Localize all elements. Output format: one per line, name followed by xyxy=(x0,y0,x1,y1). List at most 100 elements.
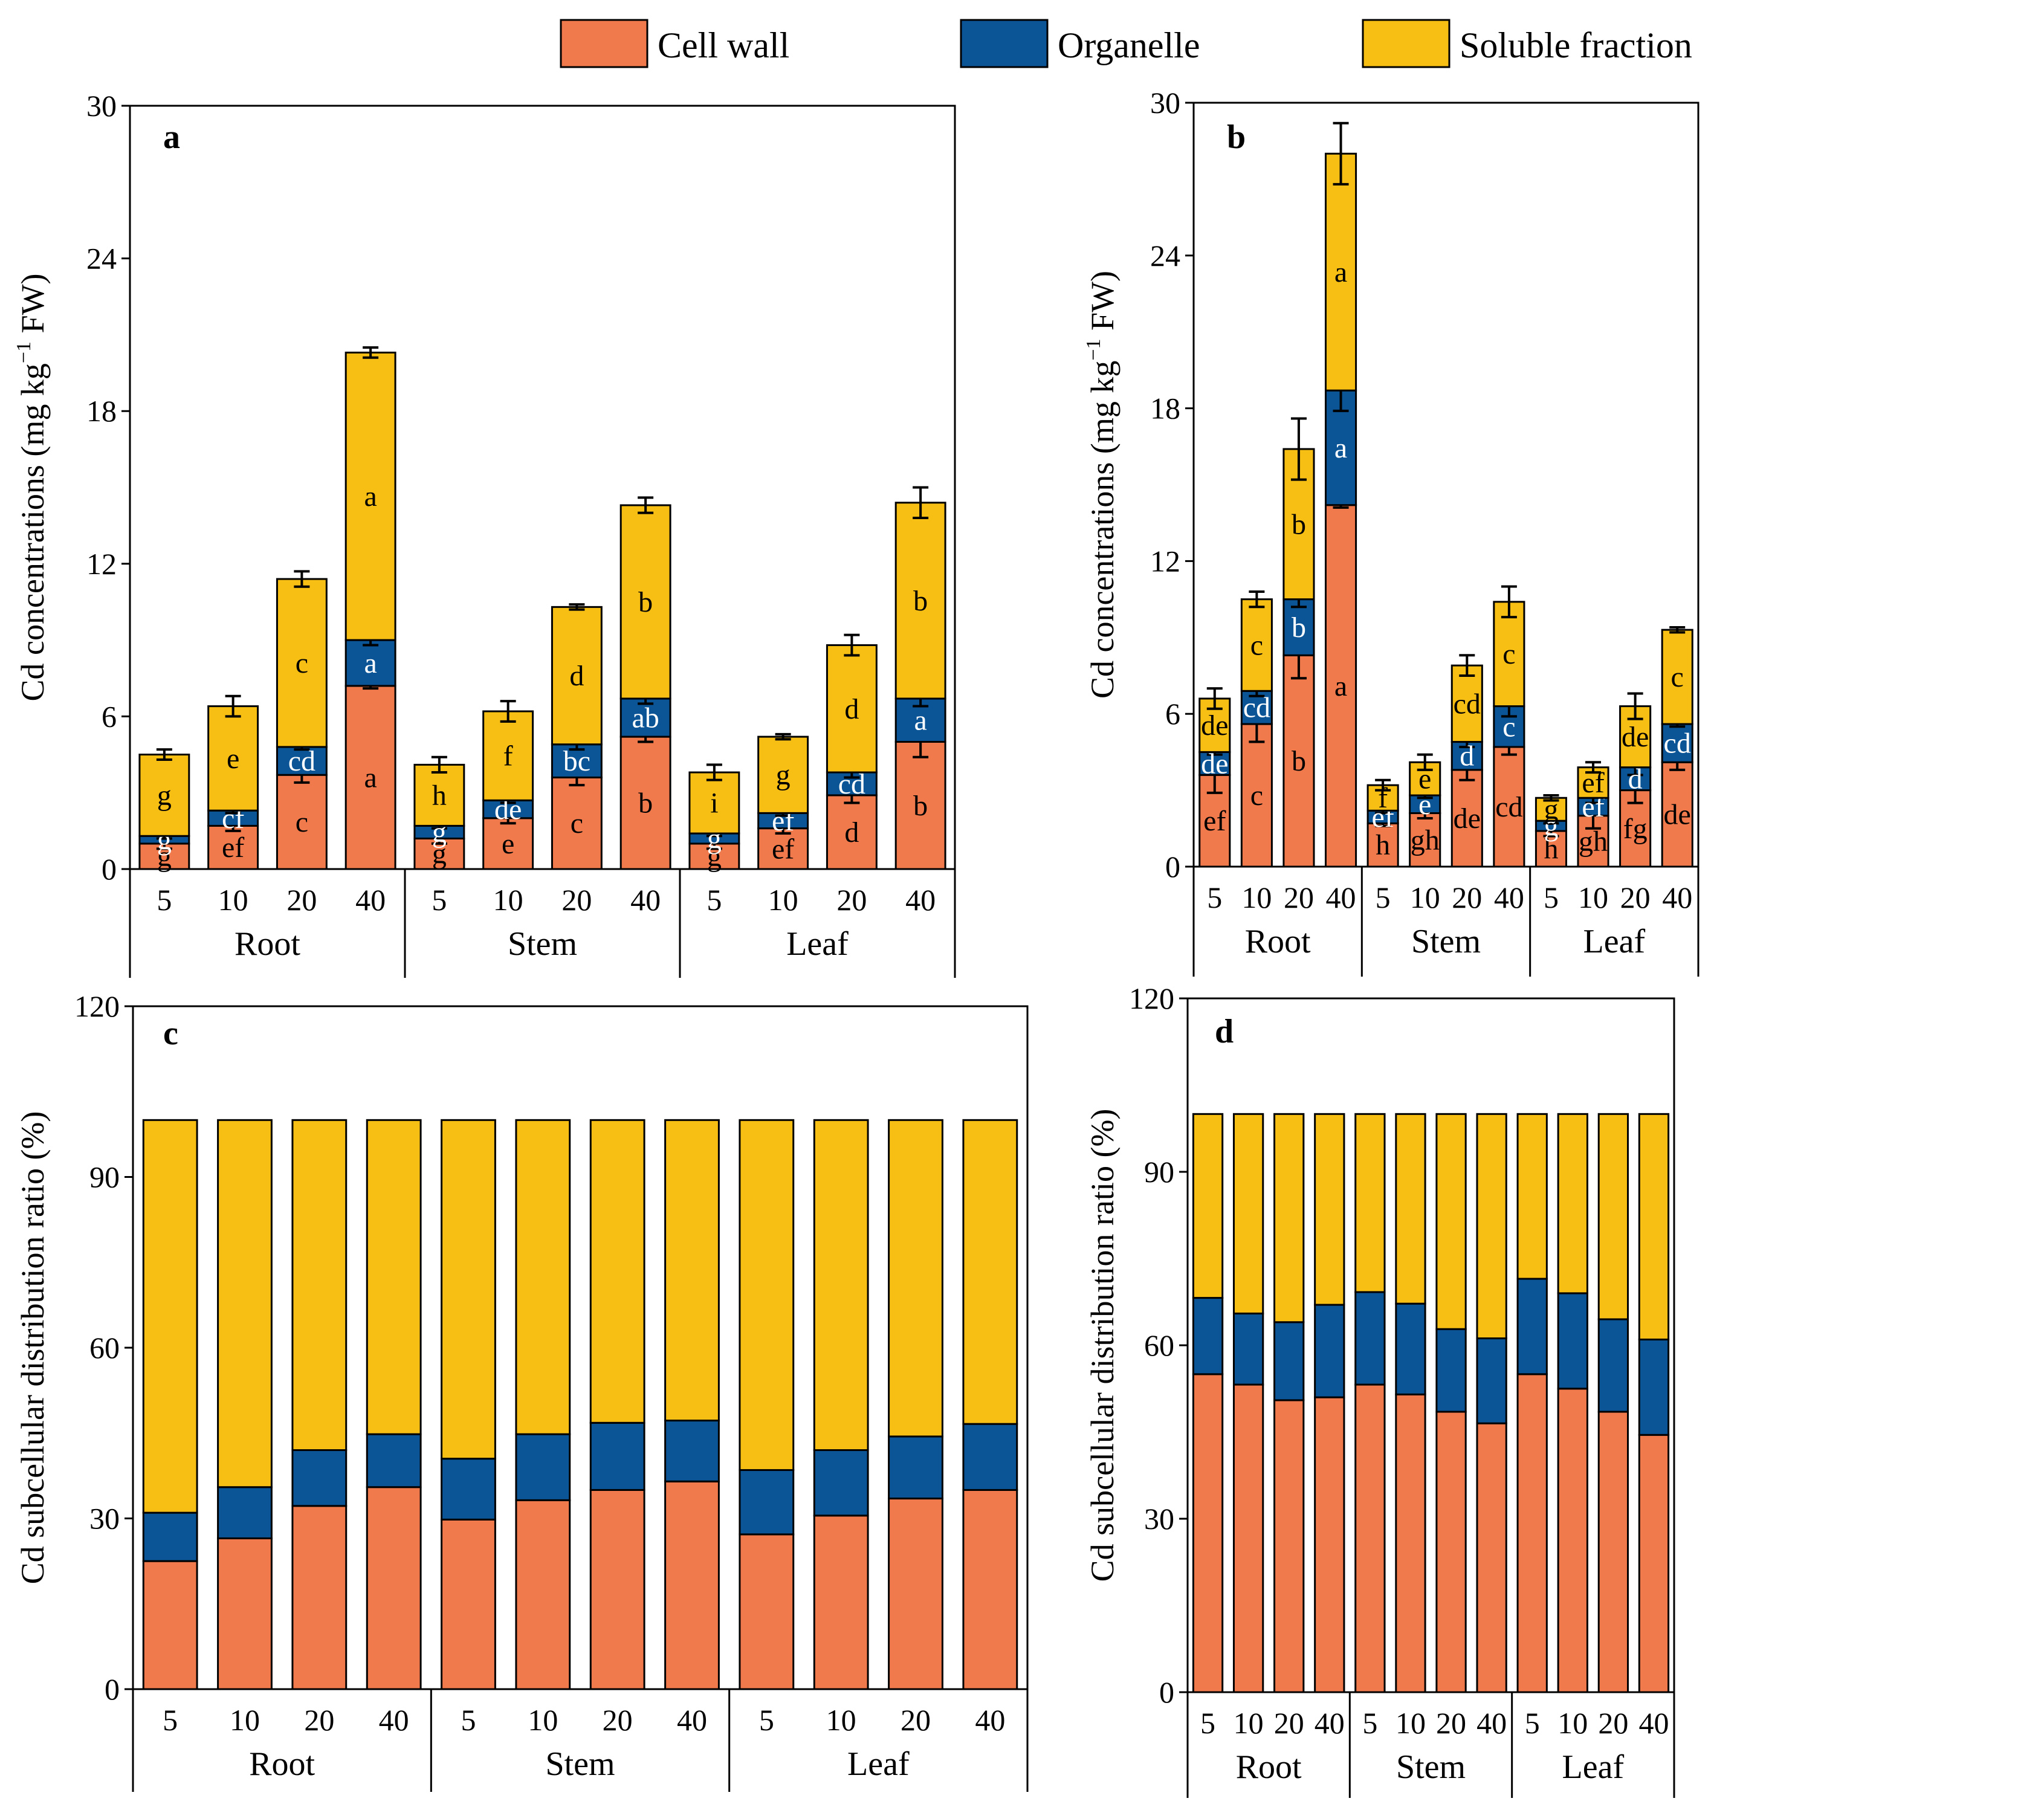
x-tick-label: 5 xyxy=(1362,1706,1377,1740)
bar-organelle xyxy=(757,812,809,830)
significance-letter: g xyxy=(432,838,447,870)
bar-soluble-fraction xyxy=(366,1119,422,1435)
bar-cell-wall xyxy=(291,1505,348,1690)
significance-letter: cd xyxy=(288,745,315,777)
y-axis-title: Cd concentrations (mg kg−1 FW) xyxy=(1082,271,1121,699)
y-tick-label: 12 xyxy=(1150,544,1180,578)
x-tick-label: 20 xyxy=(1452,881,1482,914)
significance-letter: d xyxy=(569,660,584,692)
bar-organelle xyxy=(1314,1304,1345,1398)
bar-organelle xyxy=(619,697,671,738)
significance-letter: de xyxy=(1454,803,1481,835)
x-tick-label: 20 xyxy=(561,883,592,917)
y-axis-title: Cd subcellular distribution ratio (%) xyxy=(1084,1109,1121,1582)
legend-swatch-cell-wall xyxy=(560,19,648,68)
y-tick-label: 60 xyxy=(1144,1328,1174,1362)
bar-soluble-fraction xyxy=(688,771,740,835)
bar-cell-wall xyxy=(1366,822,1399,868)
x-tick-label: 10 xyxy=(1557,1706,1588,1740)
significance-letter: b xyxy=(1292,508,1306,540)
bar-organelle xyxy=(739,1469,795,1536)
x-tick-label: 20 xyxy=(1274,1706,1304,1740)
bar-cell-wall xyxy=(1395,1393,1426,1693)
bar-cell-wall xyxy=(366,1486,422,1690)
significance-letter: fg xyxy=(1623,813,1648,845)
significance-letter: cd xyxy=(838,768,865,800)
bar-soluble-fraction xyxy=(1395,1113,1426,1305)
x-tick-label: 40 xyxy=(1315,1706,1345,1740)
panel-c-chart: 0 30 60 90 120 Cd subcellular distribution ra… xyxy=(15,989,1029,1792)
panel-letter: d xyxy=(1215,1013,1234,1050)
bar-cell-wall xyxy=(888,1498,943,1690)
bar-soluble-fraction xyxy=(888,1119,943,1438)
x-tick-label: 20 xyxy=(1598,1706,1628,1740)
plot-frame xyxy=(129,105,956,870)
bar-cell-wall xyxy=(619,735,671,870)
bar-cell-wall xyxy=(1282,654,1315,868)
y-tick-label: 120 xyxy=(74,989,120,1023)
bar-soluble-fraction xyxy=(1354,1113,1386,1293)
x-tick-label: 10 xyxy=(218,883,248,917)
significance-letter: a xyxy=(914,705,927,737)
significance-letter: ef xyxy=(222,832,244,864)
y-tick-label: 120 xyxy=(1129,981,1174,1015)
y-axis-title: Cd concentrations (mg kg−1 FW) xyxy=(13,273,51,701)
y-tick-label: 60 xyxy=(89,1331,120,1365)
bar-cell-wall xyxy=(664,1480,720,1690)
bar-cell-wall xyxy=(441,1518,496,1690)
bar-organelle xyxy=(441,1458,496,1521)
x-tick-label: 20 xyxy=(1620,881,1651,914)
x-tick-label: 5 xyxy=(432,883,447,917)
y-axis-title-superscript: −1 xyxy=(13,341,35,363)
y-tick-label: 0 xyxy=(105,1672,120,1706)
legend: Cell wall Organelle Soluble fraction xyxy=(560,19,1692,68)
significance-letter: ef xyxy=(1582,767,1604,799)
bar-organelle xyxy=(142,1511,198,1562)
x-tick-label: 20 xyxy=(286,883,317,917)
bar-soluble-fraction xyxy=(276,578,328,748)
x-tick-label: 10 xyxy=(1234,1706,1264,1740)
x-tick-label: 20 xyxy=(603,1703,633,1737)
significance-letter: b xyxy=(913,790,928,822)
significance-letter: h xyxy=(1544,833,1558,865)
bar-organelle xyxy=(1192,1297,1224,1375)
significance-letter: g xyxy=(776,759,791,791)
bar-cell-wall xyxy=(1324,504,1357,868)
y-axis-title: Cd subcellular distribution ratio (%) xyxy=(15,1111,51,1585)
significance-letter: c xyxy=(1502,711,1515,743)
bar-cell-wall xyxy=(344,685,396,870)
panel-letter: b xyxy=(1227,118,1246,156)
bar-soluble-fraction xyxy=(1516,1113,1548,1280)
significance-letter: ef xyxy=(1203,805,1226,837)
y-axis-title-main: Cd subcellular distribution ratio (%) xyxy=(1084,1109,1121,1582)
y-tick-label: 30 xyxy=(1144,1502,1174,1536)
bar-cell-wall xyxy=(1192,1373,1224,1693)
significance-letter: g xyxy=(157,841,172,873)
significance-letter: cd xyxy=(1243,692,1270,724)
significance-letter: de xyxy=(1664,799,1691,831)
y-tick-label: 18 xyxy=(1150,392,1180,425)
group-label: Stem xyxy=(545,1745,615,1783)
bar-soluble-fraction xyxy=(1535,797,1568,822)
bar-soluble-fraction xyxy=(1435,1113,1467,1330)
bar-soluble-fraction xyxy=(413,763,465,827)
x-tick-label: 40 xyxy=(1638,1706,1669,1740)
bar-organelle xyxy=(1354,1291,1386,1386)
y-tick-label: 30 xyxy=(86,89,117,123)
bar-organelle xyxy=(888,1435,943,1500)
bar-cell-wall xyxy=(813,1514,869,1690)
y-tick-label: 0 xyxy=(1165,850,1180,884)
bar-cell-wall xyxy=(276,774,328,870)
x-tick-label: 40 xyxy=(379,1703,409,1737)
bar-soluble-fraction xyxy=(1557,1113,1588,1295)
group-label: Root xyxy=(249,1745,315,1783)
significance-letter: f xyxy=(503,740,513,772)
bar-soluble-fraction xyxy=(664,1119,720,1422)
bar-cell-wall xyxy=(757,827,809,870)
y-axis-title-unit: FW) xyxy=(1084,271,1121,338)
group-label: Root xyxy=(1236,1748,1302,1786)
group-label: Leaf xyxy=(847,1745,910,1783)
bar-cell-wall xyxy=(1476,1422,1507,1693)
bar-cell-wall xyxy=(1557,1388,1588,1693)
y-axis-title-main: Cd concentrations (mg kg xyxy=(1084,361,1121,699)
